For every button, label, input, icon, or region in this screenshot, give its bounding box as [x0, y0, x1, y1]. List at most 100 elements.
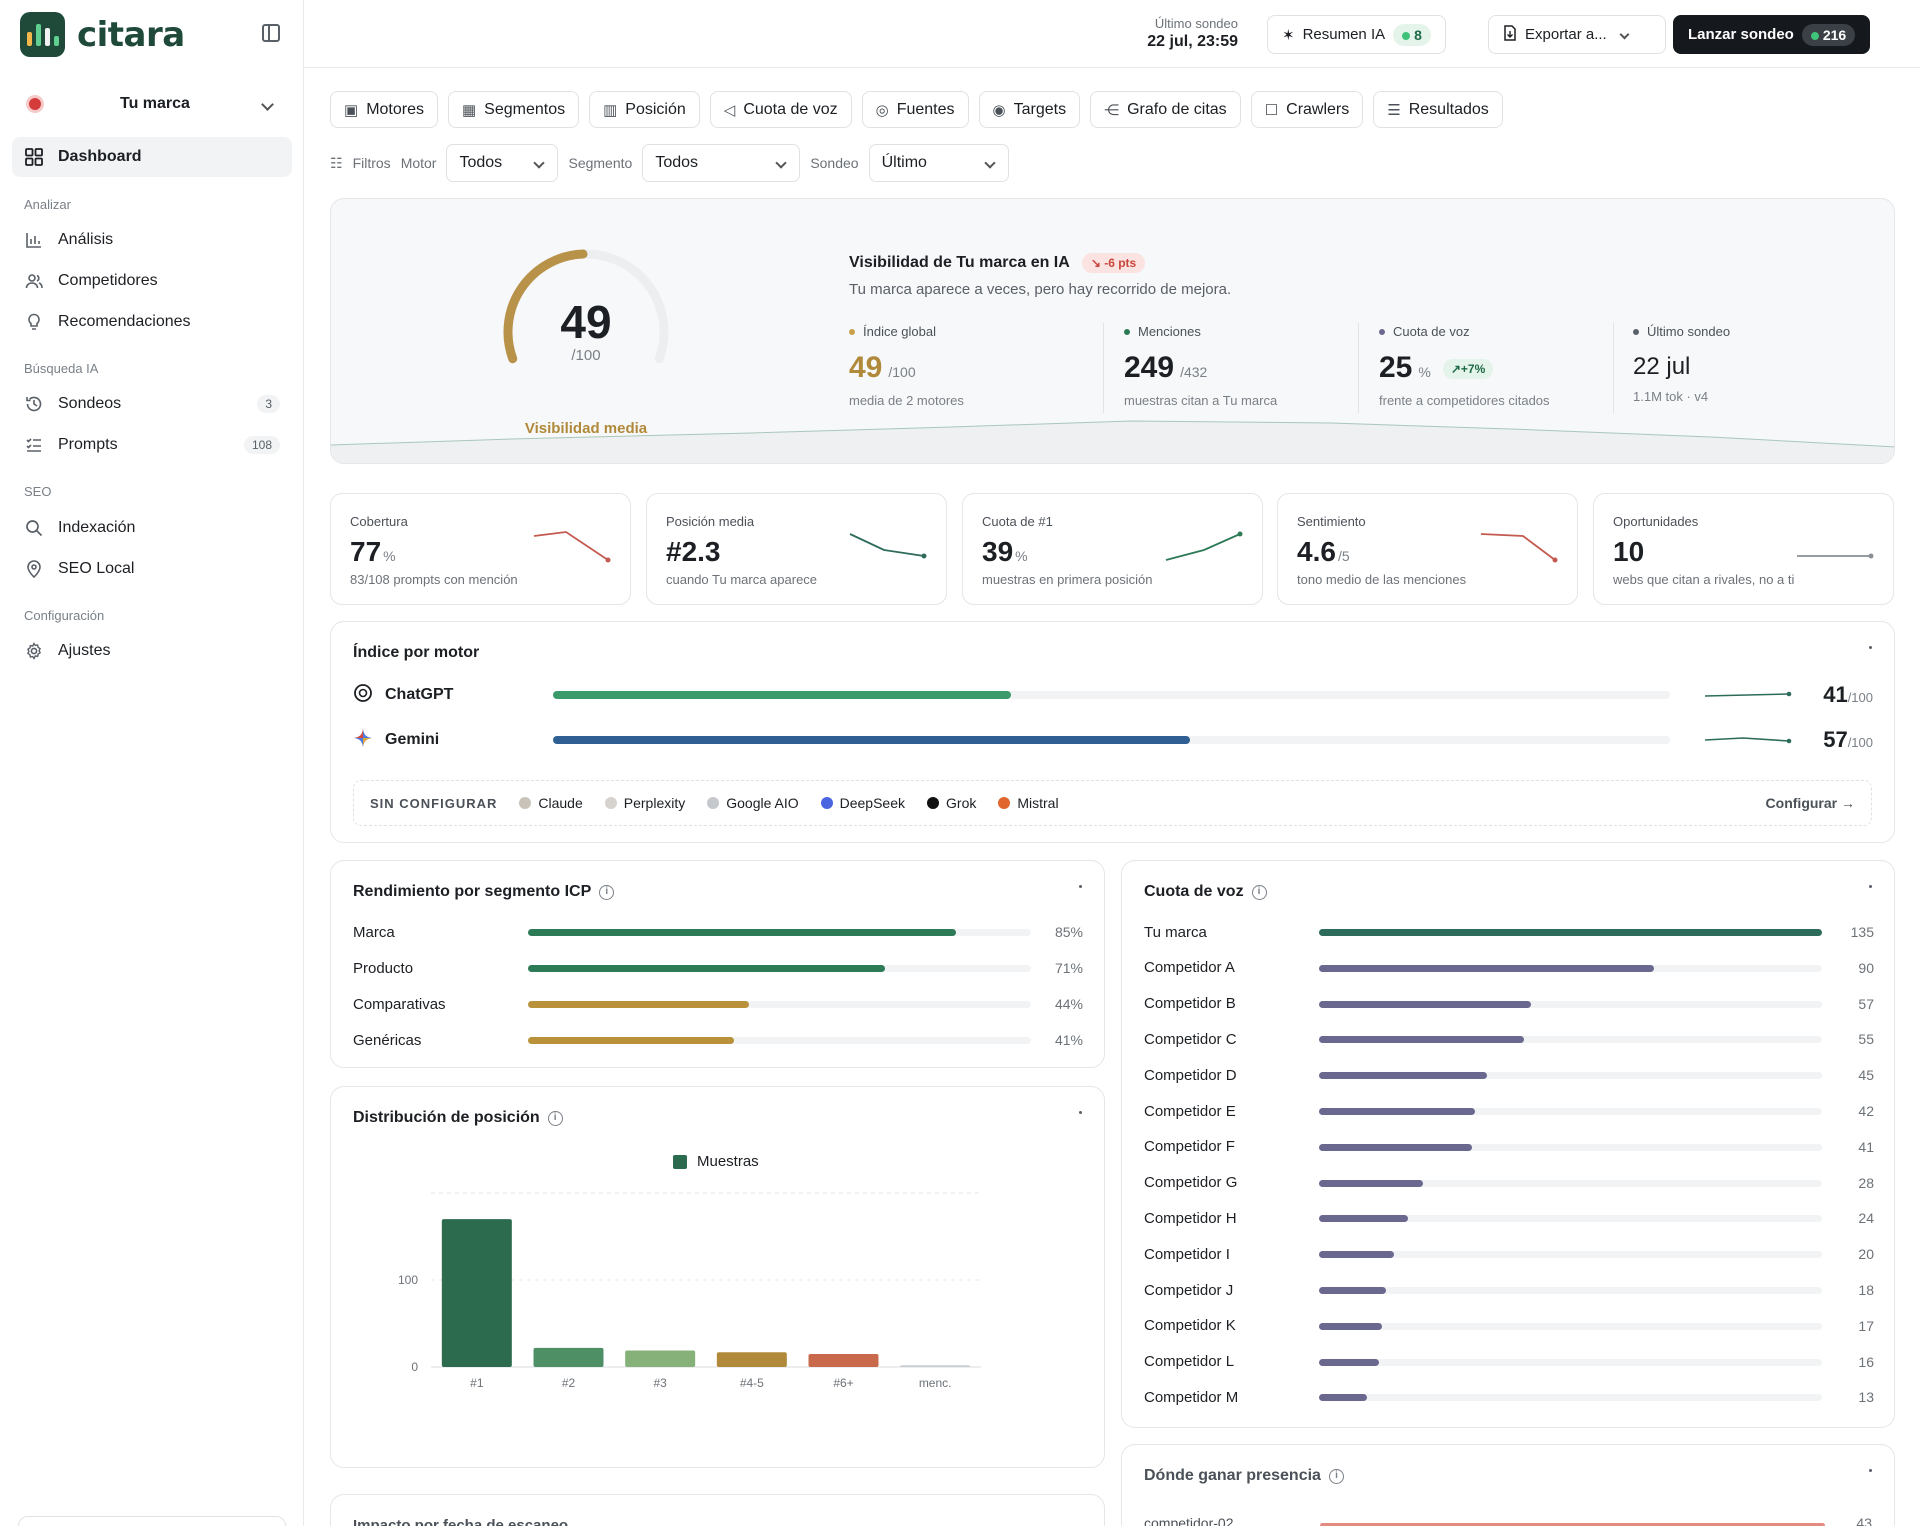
- info-icon[interactable]: i: [599, 884, 615, 900]
- export-button[interactable]: Exportar a...: [1488, 15, 1666, 54]
- sov-bar-track: [1319, 964, 1822, 972]
- more-icon[interactable]: [1869, 1469, 1872, 1472]
- sov-row[interactable]: Competidor K 17: [1144, 1316, 1874, 1336]
- tab-grafo-de-citas[interactable]: ⋲ Grafo de citas: [1090, 91, 1241, 128]
- segment-row[interactable]: Marca 85%: [353, 922, 1083, 942]
- engine-row-chatgpt[interactable]: ChatGPT 41/100: [353, 680, 1873, 710]
- trend-badge: ↗+7%: [1442, 359, 1494, 380]
- tab-motores[interactable]: ▣ Motores: [330, 91, 438, 128]
- engine-mistral[interactable]: Mistral: [998, 795, 1059, 811]
- sov-row[interactable]: Competidor I 20: [1144, 1244, 1874, 1264]
- sov-bar-track: [1319, 1036, 1822, 1044]
- sov-row[interactable]: Competidor E 42: [1144, 1101, 1874, 1121]
- sov-name: Tu marca: [1144, 923, 1207, 941]
- sov-row[interactable]: Competidor M 13: [1144, 1387, 1874, 1407]
- more-icon[interactable]: [1079, 885, 1082, 888]
- sidebar-item-recomendaciones[interactable]: Recomendaciones: [12, 302, 292, 342]
- sov-row[interactable]: Competidor B 57: [1144, 994, 1874, 1014]
- sov-row[interactable]: Competidor H 24: [1144, 1208, 1874, 1228]
- kpi-sentiment[interactable]: Sentimiento 4.6/5 tono medio de las menc…: [1277, 493, 1578, 605]
- logo-mark-icon: [20, 12, 65, 57]
- kpi-avg-position[interactable]: Posición media #2.3 cuando Tu marca apar…: [646, 493, 947, 605]
- segment-select[interactable]: Todos: [642, 144, 801, 182]
- info-icon[interactable]: i: [547, 1110, 563, 1126]
- engine-deepseek[interactable]: DeepSeek: [820, 795, 905, 811]
- sidebar-item-prompts[interactable]: Prompts 108: [12, 425, 292, 465]
- kpi-opportunities[interactable]: Oportunidades 10 webs que citan a rivale…: [1593, 493, 1894, 605]
- sidebar-item-sondeos[interactable]: Sondeos 3: [12, 384, 292, 424]
- sov-row[interactable]: Competidor L 16: [1144, 1352, 1874, 1372]
- launch-scan-button[interactable]: Lanzar sondeo 216: [1673, 15, 1871, 54]
- chevron-down-icon: [261, 97, 274, 111]
- ai-summary-button[interactable]: ✶ Resumen IA 8: [1267, 15, 1446, 54]
- sidebar-item-indexacion[interactable]: Indexación: [12, 508, 292, 548]
- sov-row[interactable]: Competidor J 18: [1144, 1280, 1874, 1300]
- tab-targets[interactable]: ◉ Targets: [978, 91, 1081, 128]
- more-icon[interactable]: [1869, 885, 1872, 888]
- sidebar-item-dashboard[interactable]: Dashboard: [12, 137, 292, 177]
- brand-selector[interactable]: Tu marca: [14, 86, 286, 122]
- y-tick-label: 0: [411, 1360, 418, 1374]
- sov-name: Competidor A: [1144, 959, 1235, 977]
- kpi-coverage[interactable]: Cobertura 77% 83/108 prompts con mención: [330, 493, 631, 605]
- position-distribution-card: Distribución de posición i Muestras 100 0 #…: [330, 1086, 1105, 1468]
- divider: [1103, 323, 1104, 413]
- gauge-fill: [503, 249, 588, 364]
- tab-crawlers[interactable]: ☐ Crawlers: [1250, 91, 1364, 128]
- engine-google-aio[interactable]: Google AIO: [707, 795, 799, 811]
- more-icon[interactable]: [1079, 1111, 1082, 1114]
- sov-value: 17: [1858, 1317, 1874, 1334]
- sov-bar-track: [1319, 1179, 1822, 1187]
- sidebar-item-analisis[interactable]: Análisis: [12, 220, 292, 260]
- engine-claude[interactable]: Claude: [519, 795, 583, 811]
- segment-value: 85%: [1054, 924, 1083, 940]
- segment-name: Producto: [353, 959, 414, 977]
- segment-row[interactable]: Producto 71%: [353, 958, 1083, 978]
- sov-row[interactable]: Competidor C 55: [1144, 1029, 1874, 1049]
- tab-segmentos[interactable]: ▦ Segmentos: [447, 91, 580, 128]
- sov-row[interactable]: Competidor D 45: [1144, 1065, 1874, 1085]
- tab-resultados[interactable]: ☰ Resultados: [1373, 91, 1503, 128]
- sidebar-item-seo-local[interactable]: SEO Local: [12, 549, 292, 589]
- share-nodes-icon: ⋲: [1104, 101, 1120, 119]
- logo[interactable]: citara: [20, 12, 185, 57]
- where-to-win-item[interactable]: competidor-02: [1144, 1515, 1234, 1526]
- configure-link[interactable]: Configurar →: [1765, 795, 1855, 811]
- segment-bar-fill: [528, 1001, 750, 1008]
- engine-row-gemini[interactable]: Gemini 57/100: [353, 725, 1873, 755]
- sov-value: 90: [1858, 959, 1874, 976]
- sov-row[interactable]: Competidor G 28: [1144, 1173, 1874, 1193]
- more-icon[interactable]: [1869, 646, 1872, 649]
- sov-bar-fill: [1319, 1179, 1424, 1187]
- engine-bar-fill: [553, 691, 1011, 699]
- scan-select[interactable]: Último: [868, 144, 1009, 182]
- segment-row[interactable]: Comparativas 44%: [353, 994, 1083, 1014]
- tab-cuota-de-voz[interactable]: ◁ Cuota de voz: [709, 91, 852, 128]
- engine-perplexity[interactable]: Perplexity: [604, 795, 685, 811]
- sov-name: Competidor L: [1144, 1353, 1235, 1371]
- sov-name: Competidor C: [1144, 1030, 1237, 1048]
- sidebar-collapse-icon[interactable]: [262, 24, 280, 42]
- engine-sparkline: [1704, 691, 1792, 697]
- segment-filter-label: Segmento: [568, 155, 633, 171]
- engine-grok[interactable]: Grok: [927, 795, 976, 811]
- sov-row[interactable]: Competidor A 90: [1144, 958, 1874, 978]
- gear-icon: [24, 641, 44, 661]
- sov-name: Competidor D: [1144, 1066, 1237, 1084]
- tab-fuentes[interactable]: ◎ Fuentes: [861, 91, 969, 128]
- info-icon[interactable]: i: [1328, 1468, 1344, 1484]
- history-icon: [24, 394, 44, 414]
- tab-posicion[interactable]: ▥ Posición: [589, 91, 700, 128]
- kpi-first-share[interactable]: Cuota de #1 39% muestras en primera posi…: [962, 493, 1263, 605]
- sidebar-item-ajustes[interactable]: Ajustes: [12, 631, 292, 671]
- motor-select[interactable]: Todos: [446, 144, 559, 182]
- info-icon[interactable]: i: [1251, 884, 1267, 900]
- sidebar-user-card[interactable]: [18, 1516, 286, 1526]
- segment-row[interactable]: Genéricas 41%: [353, 1030, 1083, 1050]
- share-of-voice-card: Cuota de voz i Tu marca 135 Competidor A 9…: [1121, 860, 1895, 1428]
- sov-row[interactable]: Tu marca 135: [1144, 922, 1874, 942]
- sov-row[interactable]: Competidor F 41: [1144, 1137, 1874, 1157]
- segment-value: 71%: [1054, 960, 1083, 976]
- megaphone-icon: ◁: [723, 101, 736, 119]
- sidebar-item-competidores[interactable]: Competidores: [12, 261, 292, 301]
